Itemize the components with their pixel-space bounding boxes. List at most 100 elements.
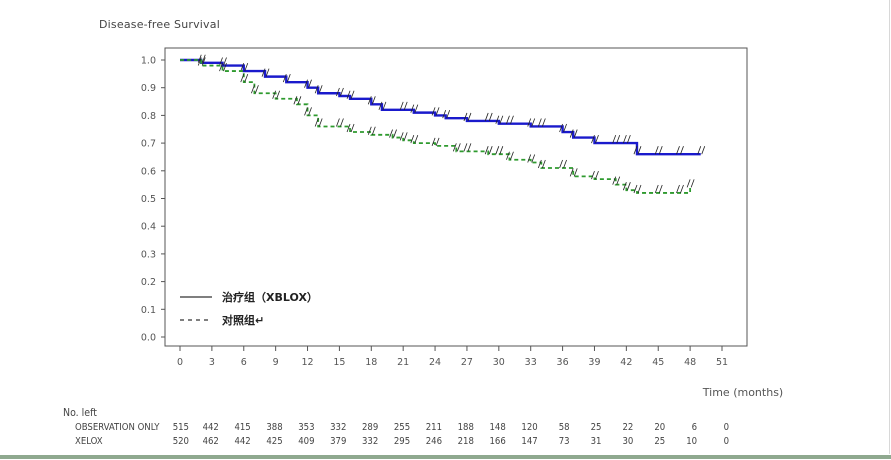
censor-mark (467, 112, 472, 122)
censor-mark (399, 101, 404, 111)
y-tick-label: 0.4 (141, 222, 156, 233)
risk-cell: 25 (654, 436, 666, 447)
censor-mark (367, 126, 372, 135)
x-tick-label: 18 (365, 357, 377, 368)
censor-mark (219, 62, 223, 72)
risk-cell: 388 (266, 422, 283, 433)
censor-mark (463, 112, 468, 122)
censor-mark (506, 151, 510, 160)
risk-cell: 120 (521, 422, 538, 433)
censor-mark (276, 90, 281, 99)
censor-mark (499, 115, 504, 124)
censor-mark (410, 104, 415, 113)
censor-mark (223, 62, 227, 72)
risk-cell: 415 (234, 422, 251, 433)
censor-mark (527, 154, 532, 163)
censor-mark (336, 118, 340, 127)
censor-mark (690, 179, 695, 188)
censor-mark (488, 146, 493, 155)
censor-mark (403, 132, 408, 141)
censor-mark (403, 101, 408, 111)
censor-mark (240, 62, 245, 72)
censor-mark (488, 112, 493, 122)
risk-cell: 6 (691, 422, 698, 433)
x-tick-label: 48 (684, 357, 696, 368)
censor-mark (261, 68, 266, 77)
censor-mark (371, 126, 376, 135)
x-tick-label: 33 (525, 357, 537, 368)
censor-mark (622, 182, 627, 191)
risk-cell: 0 (723, 436, 729, 447)
censor-mark (633, 184, 638, 194)
y-tick-label: 0.0 (141, 333, 156, 344)
censor-mark (219, 57, 223, 66)
censor-mark (559, 123, 563, 133)
x-axis-label: Time (months) (702, 386, 783, 399)
x-tick-label: 24 (429, 357, 441, 368)
series-line-2 (180, 59, 692, 194)
censor-mark (367, 96, 372, 105)
censor-mark (676, 146, 680, 155)
risk-cell: 520 (172, 436, 189, 447)
censor-mark (442, 110, 447, 119)
plot-frame (164, 47, 748, 347)
risk-table-heading: No. left (63, 407, 97, 419)
risk-cell: 73 (558, 436, 570, 447)
censor-mark (484, 146, 489, 155)
censor-mark (573, 168, 578, 177)
risk-cell: 442 (234, 436, 251, 447)
censor-mark (350, 123, 355, 133)
censor-mark (244, 74, 249, 83)
risk-cell: 442 (202, 422, 219, 433)
risk-cell: 246 (425, 436, 443, 447)
censor-mark (297, 96, 302, 105)
censor-mark (495, 146, 500, 155)
series-line-1 (180, 58, 701, 156)
y-tick-label: 0.3 (141, 249, 156, 260)
censor-mark (336, 87, 340, 97)
censor-mark (350, 90, 355, 99)
censor-mark (537, 159, 542, 169)
risk-cell: 289 (361, 422, 379, 433)
censor-mark (197, 54, 202, 63)
censor-mark (456, 143, 461, 152)
censor-mark (680, 184, 684, 194)
censor-mark (531, 118, 536, 127)
censor-mark (414, 134, 419, 144)
censor-mark (286, 74, 291, 83)
censor-mark (510, 115, 514, 124)
censor-mark (569, 168, 574, 177)
x-tick-label: 15 (333, 357, 345, 368)
censor-mark (612, 176, 617, 185)
risk-cell: 353 (298, 422, 315, 433)
censor-mark (506, 115, 510, 124)
censor-mark (654, 146, 659, 155)
censor-mark (431, 107, 436, 116)
bottom-rule (0, 455, 891, 459)
risk-cell: 20 (654, 422, 666, 433)
risk-cell: 188 (457, 422, 474, 433)
censor-mark (308, 79, 312, 88)
risk-cell: 515 (172, 422, 189, 433)
censor-mark (201, 54, 206, 63)
censor-mark (304, 107, 308, 116)
censor-mark (563, 123, 567, 133)
censor-mark (340, 118, 344, 127)
censor-mark (701, 146, 706, 155)
censor-mark (637, 146, 642, 155)
censor-mark (240, 74, 245, 83)
censor-mark (435, 137, 440, 147)
risk-cell: 379 (330, 436, 347, 447)
risk-cell: 332 (361, 436, 379, 447)
censor-mark (541, 118, 546, 127)
censor-mark (282, 74, 287, 83)
risk-cell: 409 (298, 436, 315, 447)
x-tick-label: 21 (397, 357, 409, 368)
x-tick-label: 3 (209, 357, 215, 368)
censor-mark (697, 146, 702, 155)
y-tick-label: 0.2 (141, 277, 156, 288)
x-tick-label: 30 (493, 357, 505, 368)
censor-mark (393, 129, 397, 138)
